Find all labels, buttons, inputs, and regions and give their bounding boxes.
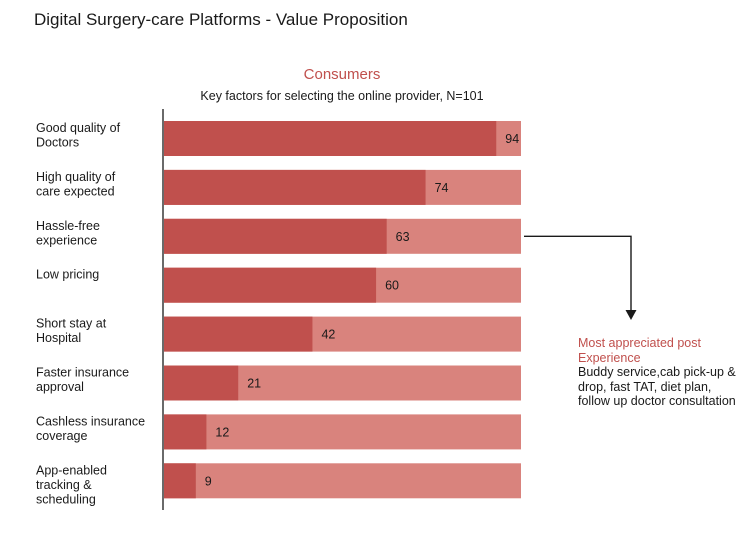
category-label-line: Short stay at xyxy=(36,317,107,331)
category-label-line: Doctors xyxy=(36,136,79,150)
category-label-7: App-enabled tracking & scheduling xyxy=(36,463,107,506)
category-label-line: scheduling xyxy=(36,492,96,506)
callout-line xyxy=(524,235,632,312)
bar-total-7 xyxy=(164,463,521,499)
category-label-3: Low pricing xyxy=(36,268,99,282)
category-label-line: Faster insurance xyxy=(36,366,129,380)
value-label-5: 21 xyxy=(247,377,261,391)
category-label-5: Faster insurance approval xyxy=(36,366,129,395)
category-label-line: Cashless insurance xyxy=(36,414,145,428)
category-label-line: experience xyxy=(36,233,97,247)
value-label-4: 42 xyxy=(321,328,335,342)
value-label-2: 63 xyxy=(396,230,410,244)
category-label-line: coverage xyxy=(36,429,87,443)
bars-group: 94 74 63 60 42 21 12 9 xyxy=(164,121,521,499)
category-label-0: Good quality of Doctors xyxy=(36,121,121,150)
category-label-line: Low pricing xyxy=(36,268,99,282)
bar-value-3 xyxy=(164,267,377,303)
bar-total-6 xyxy=(164,414,521,450)
callout-note: Most appreciated post Experience Buddy s… xyxy=(578,336,743,409)
callout-title: Most appreciated post Experience xyxy=(578,336,701,365)
value-label-1: 74 xyxy=(435,181,449,195)
category-label-6: Cashless insurance coverage xyxy=(36,414,145,443)
category-label-line: approval xyxy=(36,380,84,394)
value-label-6: 12 xyxy=(215,425,229,439)
chart-title: Consumers xyxy=(303,66,381,83)
bar-value-6 xyxy=(164,414,207,450)
category-label-line: tracking & xyxy=(36,478,92,492)
category-label-line: High quality of xyxy=(36,170,116,184)
category-label-line: Hassle-free xyxy=(36,219,100,233)
category-label-2: Hassle-free experience xyxy=(36,219,100,248)
callout-body: Buddy service,cab pick-up & drop, fast T… xyxy=(578,365,736,408)
value-label-0: 94 xyxy=(505,132,519,146)
category-label-1: High quality of care expected xyxy=(36,170,116,199)
bar-value-4 xyxy=(164,316,313,352)
category-label-line: Hospital xyxy=(36,331,81,345)
category-labels-group: Good quality of Doctors High quality of car… xyxy=(36,121,145,506)
bar-value-7 xyxy=(164,463,196,499)
callout-arrowhead xyxy=(625,310,637,320)
bar-value-5 xyxy=(164,365,239,401)
bar-value-2 xyxy=(164,218,387,254)
page-title: Digital Surgery-care Platforms - Value P… xyxy=(34,10,408,29)
bar-value-0 xyxy=(164,121,497,156)
value-label-3: 60 xyxy=(385,279,399,293)
category-label-4: Short stay at Hospital xyxy=(36,317,107,346)
chart-subtitle: Key factors for selecting the online pro… xyxy=(200,89,484,103)
value-label-7: 9 xyxy=(205,474,212,488)
category-label-line: App-enabled xyxy=(36,463,107,477)
category-label-line: care expected xyxy=(36,184,115,198)
callout-connector xyxy=(524,235,637,320)
category-label-line: Good quality of xyxy=(36,121,121,135)
bar-value-1 xyxy=(164,169,426,205)
